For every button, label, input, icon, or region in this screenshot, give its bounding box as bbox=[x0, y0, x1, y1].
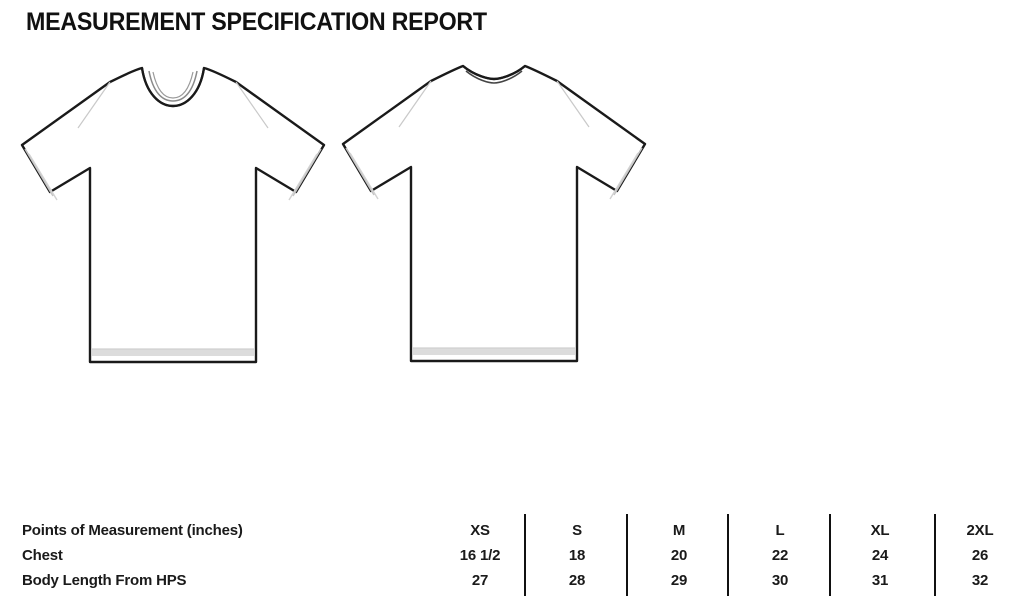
body-length-value-xl: 31 bbox=[871, 572, 889, 589]
size-column-xs: XS 16 1/2 27 bbox=[430, 505, 530, 593]
front-shoulder-seam-left bbox=[77, 81, 111, 129]
column-divider-3 bbox=[727, 514, 729, 596]
front-collar-rib-1 bbox=[148, 70, 198, 102]
back-sleeve-hem-right-1 bbox=[613, 147, 643, 196]
chest-value-l: 22 bbox=[771, 547, 789, 564]
size-header-s: S bbox=[572, 522, 582, 539]
table-row-chest-label: Chest bbox=[22, 547, 63, 564]
size-column-2xl: 2XL 26 32 bbox=[930, 505, 1024, 593]
front-sleeve-hem-right-1 bbox=[292, 148, 322, 197]
body-length-value-2xl: 32 bbox=[971, 572, 989, 589]
size-header-2xl: 2XL bbox=[966, 522, 994, 539]
back-shoulder-seam-right bbox=[556, 80, 590, 128]
size-column-s: S 18 28 bbox=[527, 505, 627, 593]
body-length-value-s: 28 bbox=[568, 572, 586, 589]
back-collar-outer bbox=[462, 65, 526, 81]
garment-illustrations bbox=[0, 50, 1024, 390]
tshirt-front-technical-drawing bbox=[20, 66, 326, 364]
front-bottom-hem bbox=[92, 349, 254, 356]
back-sleeve-hem-right-2 bbox=[609, 152, 639, 200]
back-sleeve-hem-left-1 bbox=[345, 147, 375, 196]
body-length-value-m: 29 bbox=[670, 572, 688, 589]
column-divider-5 bbox=[934, 514, 936, 596]
size-column-xl: XL 24 31 bbox=[830, 505, 930, 593]
body-length-value-xs: 27 bbox=[471, 572, 489, 589]
page-title: MEASUREMENT SPECIFICATION REPORT bbox=[26, 8, 487, 36]
front-sleeve-hem-left-1 bbox=[24, 148, 54, 197]
chest-value-xl: 24 bbox=[871, 547, 889, 564]
front-collar-outer bbox=[140, 67, 206, 108]
column-divider-2 bbox=[626, 514, 628, 596]
front-shoulder-seam-right bbox=[235, 81, 269, 129]
size-header-xs: XS bbox=[470, 522, 490, 539]
column-divider-4 bbox=[829, 514, 831, 596]
size-column-l: L 22 30 bbox=[730, 505, 830, 593]
chest-value-2xl: 26 bbox=[971, 547, 989, 564]
chest-value-m: 20 bbox=[670, 547, 688, 564]
back-sleeve-hem-left-2 bbox=[349, 152, 379, 200]
back-shoulder-seam-left bbox=[398, 80, 432, 128]
front-sleeve-hem-left-2 bbox=[28, 153, 58, 201]
size-columns: XS 16 1/2 27 S 18 28 M 20 29 L 22 30 XL bbox=[430, 505, 1024, 605]
row-label-column: Points of Measurement (inches) Chest Bod… bbox=[22, 505, 442, 593]
table-row-body-length-label: Body Length From HPS bbox=[22, 572, 187, 589]
body-length-value-l: 30 bbox=[771, 572, 789, 589]
back-bottom-hem bbox=[413, 348, 575, 355]
front-sleeve-hem-right-2 bbox=[288, 153, 318, 201]
back-collar-inner bbox=[465, 70, 523, 84]
chest-value-s: 18 bbox=[568, 547, 586, 564]
measurement-spec-table: Points of Measurement (inches) Chest Bod… bbox=[0, 505, 1024, 605]
size-header-l: L bbox=[775, 522, 785, 539]
chest-value-xs: 16 1/2 bbox=[459, 547, 501, 564]
front-collar-rib-2 bbox=[152, 71, 194, 99]
size-column-m: M 20 29 bbox=[629, 505, 729, 593]
points-of-measurement-header: Points of Measurement (inches) bbox=[22, 522, 243, 539]
size-header-xl: XL bbox=[870, 522, 890, 539]
column-divider-1 bbox=[524, 514, 526, 596]
size-header-m: M bbox=[672, 522, 686, 539]
tshirt-back-technical-drawing bbox=[341, 64, 647, 363]
